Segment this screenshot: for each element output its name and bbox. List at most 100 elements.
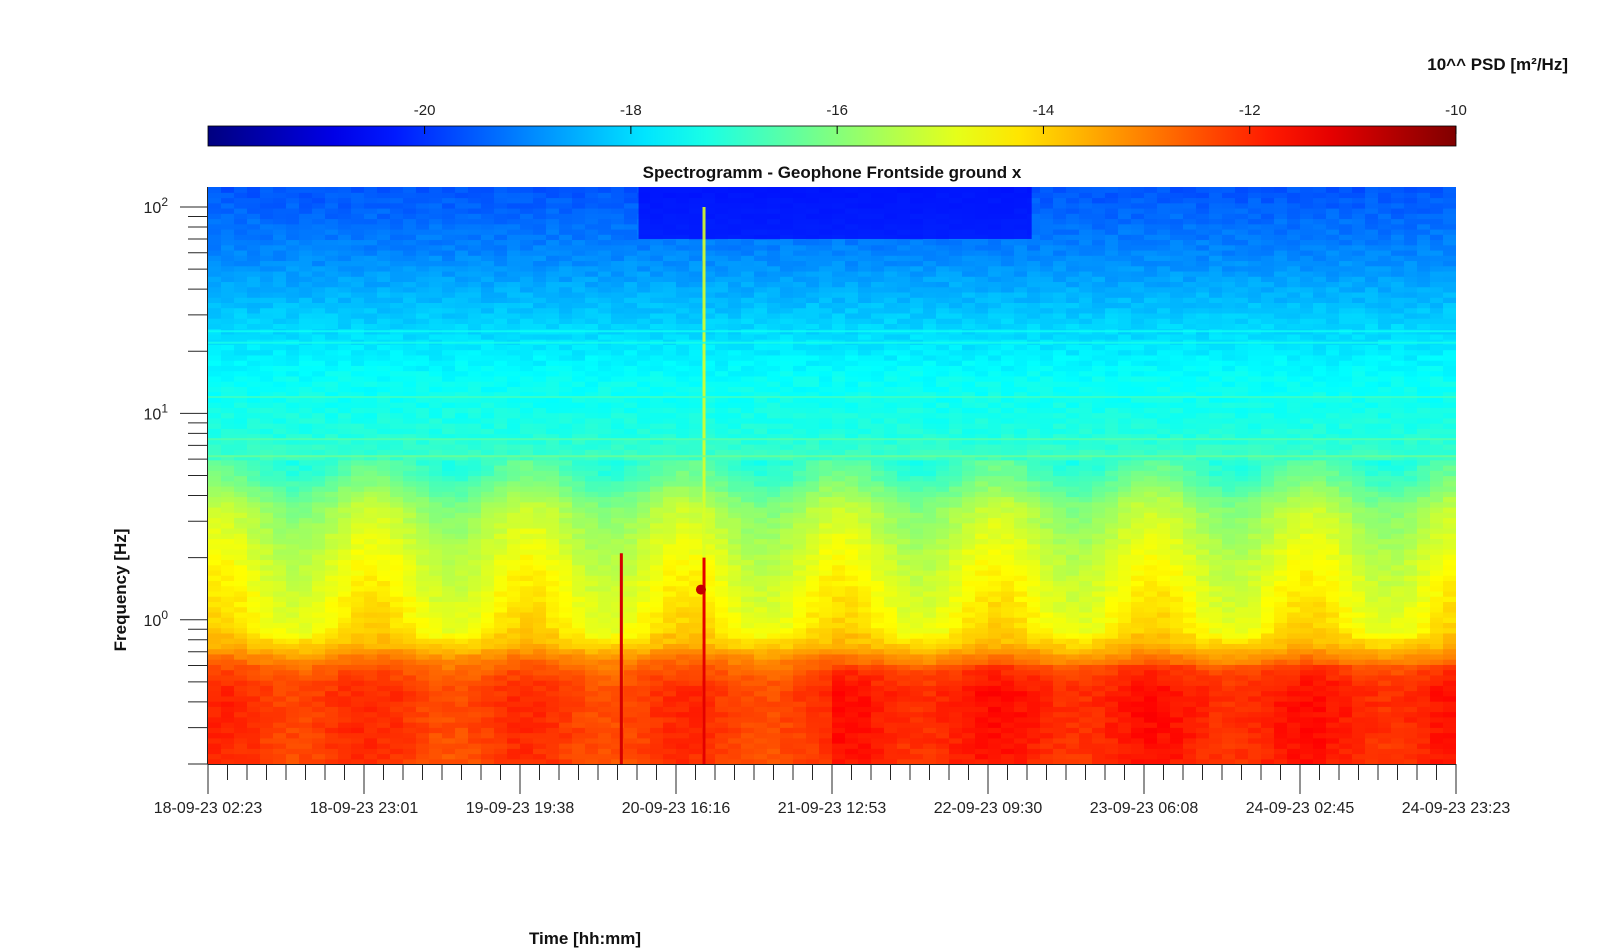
heatmap-cell bbox=[715, 543, 729, 550]
heatmap-cell bbox=[793, 732, 807, 739]
heatmap-cell bbox=[1391, 617, 1405, 623]
heatmap-cell bbox=[871, 743, 885, 749]
heatmap-cell bbox=[897, 580, 911, 587]
heatmap-cell bbox=[325, 527, 339, 534]
heatmap-cell bbox=[1313, 732, 1327, 739]
heatmap-cell bbox=[611, 748, 625, 755]
heatmap-cell bbox=[767, 743, 781, 749]
heatmap-cell bbox=[273, 564, 287, 571]
heatmap-cell bbox=[429, 622, 443, 629]
heatmap-cell bbox=[403, 538, 417, 545]
heatmap-cell bbox=[429, 632, 443, 639]
heatmap-cell bbox=[1183, 711, 1197, 718]
heatmap-cell bbox=[598, 748, 612, 755]
heatmap-cell bbox=[442, 758, 456, 764]
heatmap-cell bbox=[1274, 617, 1288, 623]
heatmap-cell bbox=[741, 506, 755, 513]
heatmap-cell bbox=[442, 527, 456, 534]
heatmap-cell bbox=[689, 496, 703, 503]
heatmap-cell bbox=[1092, 580, 1106, 587]
heatmap-cell bbox=[572, 606, 586, 613]
heatmap-cell bbox=[1027, 506, 1041, 513]
heatmap-cell bbox=[1079, 716, 1093, 723]
heatmap-cell bbox=[975, 590, 989, 597]
heatmap-cell bbox=[650, 533, 664, 540]
heatmap-cell bbox=[377, 517, 391, 524]
heatmap-cell bbox=[702, 743, 716, 749]
heatmap-cell bbox=[728, 716, 742, 723]
heatmap-cell bbox=[351, 743, 365, 749]
heatmap-cell bbox=[1352, 680, 1366, 686]
heatmap-cell bbox=[533, 664, 547, 671]
heatmap-cell bbox=[1248, 648, 1262, 655]
heatmap-cell bbox=[1235, 522, 1249, 529]
heatmap-cell bbox=[377, 533, 391, 540]
heatmap-cell bbox=[624, 596, 638, 602]
heatmap-cell bbox=[936, 706, 950, 713]
heatmap-cell bbox=[377, 664, 391, 671]
heatmap-cell bbox=[780, 732, 794, 739]
heatmap-cell bbox=[910, 748, 924, 755]
heatmap-cell bbox=[1040, 522, 1054, 529]
heatmap-cell bbox=[338, 706, 352, 713]
heatmap-cell bbox=[364, 743, 378, 749]
heatmap-cell bbox=[390, 753, 404, 760]
heatmap-cell bbox=[1300, 664, 1314, 671]
heatmap-cell bbox=[1014, 569, 1028, 576]
heatmap-cell bbox=[819, 622, 833, 629]
heatmap-cell bbox=[832, 748, 846, 755]
heatmap-cell bbox=[858, 716, 872, 723]
heatmap-cell bbox=[273, 690, 287, 697]
heatmap-cell bbox=[403, 669, 417, 676]
heatmap-cell bbox=[754, 617, 768, 623]
heatmap-cell bbox=[390, 506, 404, 513]
heatmap-cell bbox=[1066, 554, 1080, 561]
heatmap-cell bbox=[338, 590, 352, 597]
heatmap-cell bbox=[429, 706, 443, 713]
heatmap-cell bbox=[507, 543, 521, 550]
heatmap-cell bbox=[559, 669, 573, 676]
heatmap-cell bbox=[936, 722, 950, 728]
heatmap-cell bbox=[1248, 590, 1262, 597]
heatmap-cell bbox=[325, 569, 339, 576]
heatmap-cell bbox=[832, 491, 846, 498]
heatmap-cell bbox=[247, 533, 261, 540]
heatmap-cell bbox=[312, 554, 326, 561]
heatmap-cell bbox=[858, 533, 872, 540]
heatmap-cell bbox=[403, 580, 417, 587]
heatmap-cell bbox=[1014, 632, 1028, 639]
heatmap-cell bbox=[663, 743, 677, 749]
heatmap-cell bbox=[338, 543, 352, 550]
heatmap-cell bbox=[390, 664, 404, 671]
heatmap-cell bbox=[1183, 727, 1197, 734]
heatmap-cell bbox=[1248, 664, 1262, 671]
heatmap-cell bbox=[221, 743, 235, 749]
heatmap-cell bbox=[325, 622, 339, 629]
heatmap-cell bbox=[884, 569, 898, 576]
heatmap-cell bbox=[1053, 643, 1067, 650]
heatmap-cell bbox=[676, 722, 690, 728]
heatmap-cell bbox=[403, 706, 417, 713]
heatmap-cell bbox=[520, 727, 534, 734]
heatmap-cell bbox=[1118, 606, 1132, 613]
heatmap-cell bbox=[1417, 569, 1431, 576]
heatmap-cell bbox=[312, 548, 326, 555]
heatmap-cell bbox=[1417, 627, 1431, 634]
heatmap-cell bbox=[1157, 527, 1171, 534]
heatmap-cell bbox=[221, 737, 235, 744]
heatmap-cell bbox=[338, 496, 352, 503]
heatmap-cell bbox=[689, 674, 703, 681]
heatmap-cell bbox=[585, 716, 599, 723]
heatmap-cell bbox=[728, 722, 742, 728]
heatmap-cell bbox=[377, 758, 391, 764]
heatmap-cell bbox=[1235, 596, 1249, 602]
heatmap-cell bbox=[1183, 674, 1197, 681]
heatmap-cell bbox=[962, 527, 976, 534]
heatmap-cell bbox=[1261, 632, 1275, 639]
heatmap-cell bbox=[741, 727, 755, 734]
heatmap-cell bbox=[455, 701, 469, 707]
heatmap-cell bbox=[819, 527, 833, 534]
heatmap-cell bbox=[1053, 690, 1067, 697]
heatmap-cell bbox=[975, 664, 989, 671]
heatmap-cell bbox=[975, 611, 989, 618]
